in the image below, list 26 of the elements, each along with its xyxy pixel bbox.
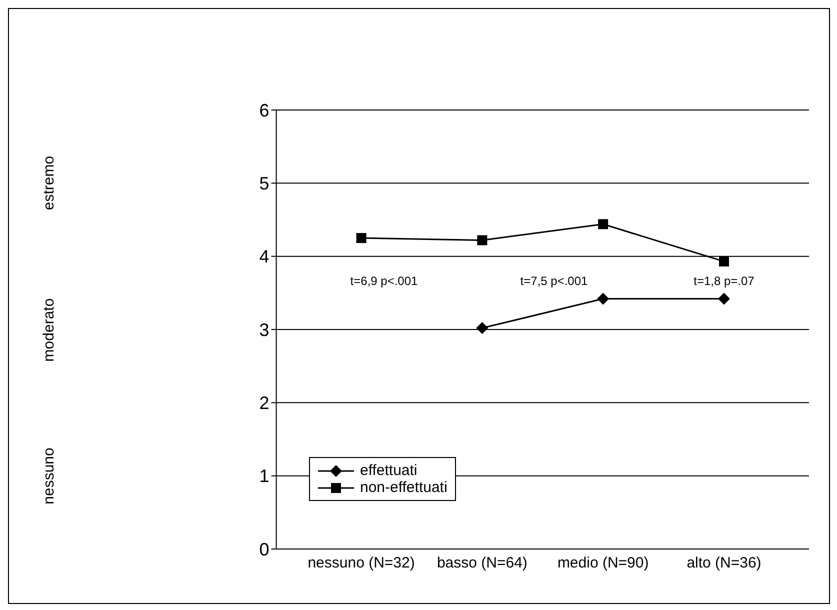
x-tick-label: medio (N=90) [557,554,649,572]
point [598,219,608,230]
text: nessuno [40,447,58,504]
x-tick-label: basso (N=64) [436,554,528,572]
x-tick-label: nessuno (N=32) [308,554,415,572]
annotation: t=7,5 p<.001 [520,274,588,288]
annotation: t=1,8 p=.07 [694,274,754,288]
legend-label: effettuati [360,462,418,479]
point [597,292,610,305]
y-tick-label: 3 [259,320,270,340]
y-tick-label: 2 [259,393,270,414]
y-tick-label: 0 [259,539,270,560]
point [477,235,488,246]
point [476,322,488,334]
legend-label: non-effettuati [360,479,448,496]
point [718,292,730,305]
y-tick-label: 4 [259,246,270,267]
y-tick-label: 6 [259,100,270,120]
annotation: t=6,9 p<.001 [350,274,418,288]
y-tick-label: 5 [259,174,270,194]
text: estremo [40,156,58,210]
point [719,256,729,266]
x-tick-label: alto (N=36) [686,554,762,572]
text: moderato [40,298,58,362]
point [356,233,366,244]
y-tick-label: 1 [259,466,270,486]
